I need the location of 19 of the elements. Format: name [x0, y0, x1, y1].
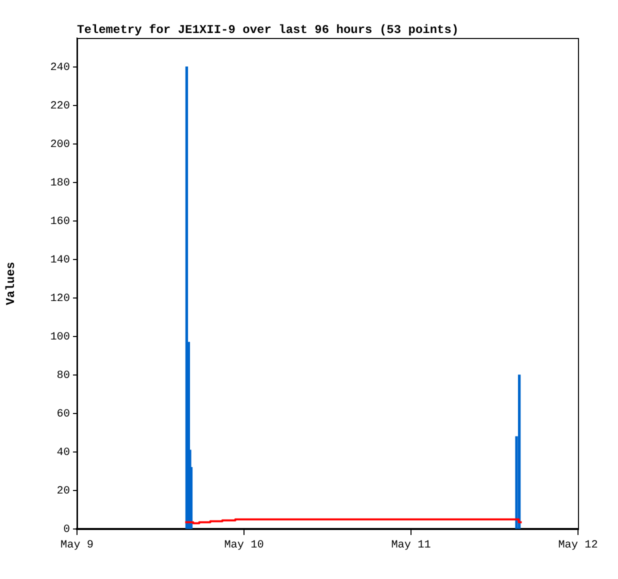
- y-tick-label: 80: [56, 370, 70, 382]
- y-tick-label: 40: [56, 446, 70, 459]
- y-tick-label: 20: [56, 485, 70, 498]
- y-tick-label: 100: [50, 331, 70, 344]
- y-tick-label: 200: [50, 138, 70, 151]
- x-tick-label: May 11: [391, 540, 432, 552]
- x-tick-label: May 10: [224, 540, 264, 552]
- chart-title: Telemetry for JE1XII-9 over last 96 hours (53 points): [77, 23, 459, 38]
- y-tick-label: 60: [56, 408, 70, 420]
- y-tick-label: 240: [50, 62, 70, 74]
- x-tick-label: May 9: [60, 540, 94, 552]
- y-tick-label: 180: [50, 177, 70, 190]
- y-tick-label: 0: [63, 524, 70, 536]
- y-tick-label: 120: [50, 292, 70, 305]
- y-axis-title: Values: [4, 262, 18, 306]
- y-tick-label: 220: [50, 100, 70, 112]
- y-tick-label: 160: [50, 216, 70, 228]
- x-tick-label: May 12: [558, 540, 598, 552]
- y-tick-label: 140: [50, 254, 70, 266]
